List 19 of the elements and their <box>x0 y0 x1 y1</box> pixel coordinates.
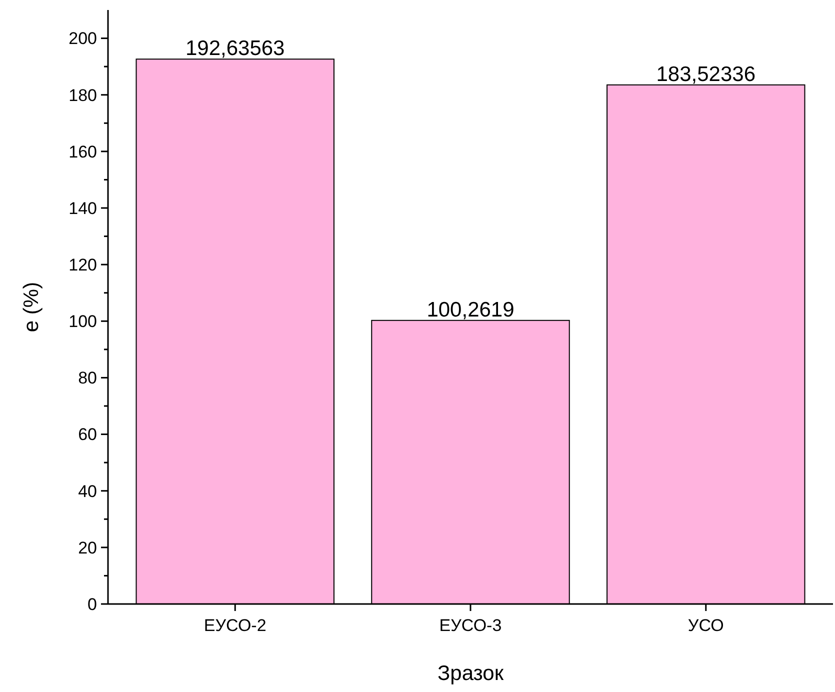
y-tick-label: 40 <box>78 482 97 501</box>
y-tick-label: 0 <box>88 594 97 614</box>
y-tick-label: 60 <box>78 425 97 444</box>
y-tick-label: 160 <box>68 142 97 162</box>
data-label: 183,52336 <box>656 62 756 86</box>
data-label: 100,2619 <box>426 298 514 322</box>
x-axis-title: Зразок <box>437 662 504 685</box>
y-tick-label: 200 <box>68 29 97 48</box>
y-tick-label: 180 <box>68 86 97 105</box>
y-tick-label: 20 <box>78 538 97 558</box>
y-tick-label: 80 <box>78 368 97 388</box>
y-tick-label: 100 <box>68 312 97 332</box>
y-tick-label: 120 <box>68 256 97 275</box>
x-tick-label: УСО <box>688 616 724 635</box>
y-axis-title: e (%) <box>20 282 43 332</box>
x-tick-label: ЕУСО-3 <box>439 616 502 635</box>
data-label: 192,63563 <box>185 37 285 60</box>
y-tick-label: 140 <box>68 198 97 218</box>
x-tick-label: ЕУСО-2 <box>204 616 266 635</box>
